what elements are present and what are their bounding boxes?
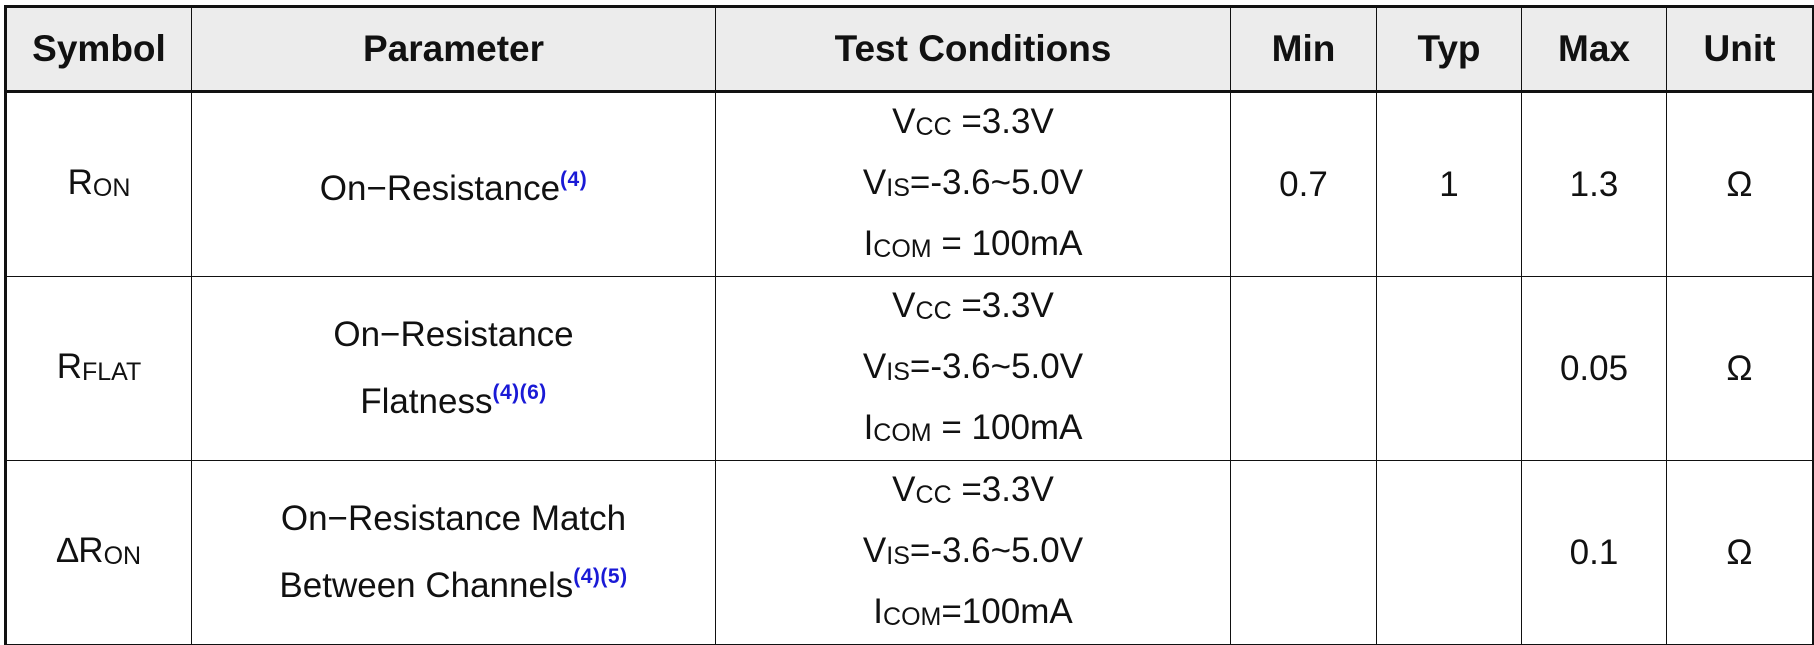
typ-cell (1376, 460, 1522, 645)
symbol-subscript: ON (92, 174, 131, 202)
table-row: ∆RON On−Resistance Match Between Channel… (5, 460, 1814, 645)
spec-table-container: Symbol Parameter Test Conditions Min Typ… (4, 5, 1814, 645)
electrical-characteristics-table: Symbol Parameter Test Conditions Min Typ… (4, 5, 1814, 645)
parameter-note-ref: (4)(5) (573, 565, 628, 588)
min-cell: 0.7 (1230, 91, 1377, 277)
max-cell: 0.05 (1521, 276, 1667, 461)
condition-icom: ICOM = 100mA (863, 408, 1083, 447)
header-symbol: Symbol (5, 6, 192, 93)
parameter-text-line1: On−Resistance (333, 315, 574, 354)
max-cell: 1.3 (1521, 91, 1667, 277)
parameter-text-line2: Between Channels(4)(5) (279, 565, 628, 605)
symbol-main: R (56, 347, 82, 386)
header-typ: Typ (1376, 6, 1522, 93)
table-row: RFLAT On−Resistance Flatness(4)(6) VCC =… (5, 276, 1814, 461)
table-row: RON On−Resistance(4) VCC =3.3V VIS=-3.6~… (5, 91, 1814, 277)
unit-cell: Ω (1666, 276, 1814, 461)
condition-vis: VIS=-3.6~5.0V (862, 347, 1084, 386)
header-parameter: Parameter (191, 6, 716, 93)
condition-vis: VIS=-3.6~5.0V (862, 531, 1084, 570)
parameter-cell: On−Resistance Flatness(4)(6) (191, 276, 716, 461)
condition-icom: ICOM = 100mA (863, 224, 1083, 263)
parameter-text: On−Resistance (319, 169, 561, 208)
parameter-text-line1: On−Resistance Match (280, 499, 627, 538)
symbol-subscript: FLAT (82, 358, 142, 386)
condition-vcc: VCC =3.3V (892, 470, 1054, 509)
parameter-cell: On−Resistance Match Between Channels(4)(… (191, 460, 716, 645)
typ-cell: 1 (1376, 91, 1522, 277)
test-conditions-cell: VCC =3.3V VIS=-3.6~5.0V ICOM = 100mA (715, 276, 1231, 461)
symbol-cell: RFLAT (5, 276, 192, 461)
unit-cell: Ω (1666, 460, 1814, 645)
test-conditions-cell: VCC =3.3V VIS=-3.6~5.0V ICOM = 100mA (715, 91, 1231, 277)
condition-vcc: VCC =3.3V (892, 286, 1054, 325)
symbol-cell: RON (5, 91, 192, 277)
header-unit: Unit (1666, 6, 1814, 93)
condition-vis: VIS=-3.6~5.0V (862, 163, 1084, 202)
min-cell (1230, 276, 1377, 461)
typ-cell (1376, 276, 1522, 461)
symbol-main: ∆R (56, 531, 104, 570)
header-min: Min (1230, 6, 1377, 93)
unit-cell: Ω (1666, 91, 1814, 277)
min-cell (1230, 460, 1377, 645)
max-cell: 0.1 (1521, 460, 1667, 645)
parameter-text-line2: Flatness(4)(6) (360, 381, 547, 421)
parameter-cell: On−Resistance(4) (191, 91, 716, 277)
test-conditions-cell: VCC =3.3V VIS=-3.6~5.0V ICOM=100mA (715, 460, 1231, 645)
condition-icom: ICOM=100mA (873, 592, 1073, 631)
symbol-subscript: ON (103, 542, 142, 570)
header-test-conditions: Test Conditions (715, 6, 1231, 93)
symbol-cell: ∆RON (5, 460, 192, 645)
header-row: Symbol Parameter Test Conditions Min Typ… (5, 6, 1814, 93)
symbol-main: R (67, 163, 93, 202)
parameter-note-ref: (4)(6) (492, 381, 547, 404)
condition-vcc: VCC =3.3V (892, 102, 1054, 141)
header-max: Max (1521, 6, 1667, 93)
parameter-note-ref: (4) (560, 168, 588, 191)
